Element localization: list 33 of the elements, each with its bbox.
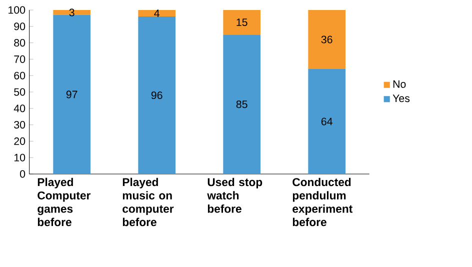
data-label: 97 bbox=[66, 90, 78, 98]
bar bbox=[223, 10, 260, 34]
bar bbox=[223, 34, 260, 174]
data-label: 36 bbox=[321, 36, 332, 44]
data-label: 96 bbox=[151, 91, 162, 99]
y-tick-label: 100 bbox=[8, 6, 26, 14]
data-label: 85 bbox=[236, 100, 248, 108]
y-tick-label: 50 bbox=[14, 88, 26, 96]
bar bbox=[308, 10, 346, 69]
x-tick-label: Played music on computer before bbox=[122, 178, 174, 226]
data-label: 4 bbox=[154, 9, 160, 17]
y-tick-label: 0 bbox=[20, 170, 26, 178]
bar bbox=[53, 14, 90, 174]
bar bbox=[308, 68, 346, 174]
data-label: 15 bbox=[236, 18, 248, 26]
legend-label: No bbox=[393, 80, 406, 88]
y-tick-label: 80 bbox=[14, 38, 26, 46]
y-tick-label: 60 bbox=[14, 72, 26, 80]
y-tick-label: 20 bbox=[14, 137, 26, 145]
data-label: 3 bbox=[69, 8, 74, 16]
legend-label: Yes bbox=[392, 94, 410, 102]
y-tick-label: 90 bbox=[14, 22, 26, 30]
x-tick-label: Conducted pendulum experiment before bbox=[292, 178, 352, 226]
x-tick-label: Played Computer games before bbox=[38, 178, 91, 226]
y-tick-label: 10 bbox=[14, 154, 26, 162]
y-tick-label: 40 bbox=[14, 104, 26, 112]
bar bbox=[138, 16, 176, 174]
y-tick-label: 30 bbox=[14, 120, 26, 128]
bar bbox=[53, 10, 90, 15]
data-label: 64 bbox=[321, 118, 332, 126]
bar bbox=[138, 10, 176, 16]
y-tick-label: 70 bbox=[14, 55, 26, 63]
x-tick-label: Used stop watch before bbox=[207, 178, 262, 213]
